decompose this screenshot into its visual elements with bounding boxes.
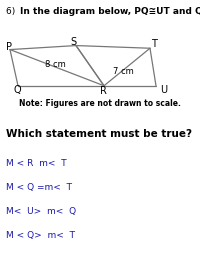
Text: M < Q>  m<  T: M < Q> m< T [6,231,75,240]
Text: Note: Figures are not drawn to scale.: Note: Figures are not drawn to scale. [19,99,181,108]
Text: S: S [70,36,76,47]
Text: P: P [6,42,12,52]
Text: 8 cm: 8 cm [45,60,65,69]
Text: Which statement must be true?: Which statement must be true? [6,129,192,139]
Text: M<  U>  m<  Q: M< U> m< Q [6,207,76,216]
Text: R: R [100,86,106,96]
Text: 7 cm: 7 cm [113,66,133,76]
Text: 6): 6) [6,7,18,16]
Text: M < Q =m<  T: M < Q =m< T [6,183,72,192]
Text: U: U [160,85,167,95]
Text: Q: Q [13,85,21,95]
Text: In the diagram below, PQ≅UT and QR≅TS.: In the diagram below, PQ≅UT and QR≅TS. [20,7,200,16]
Text: M < R  m<  T: M < R m< T [6,159,67,168]
Text: T: T [151,39,157,49]
